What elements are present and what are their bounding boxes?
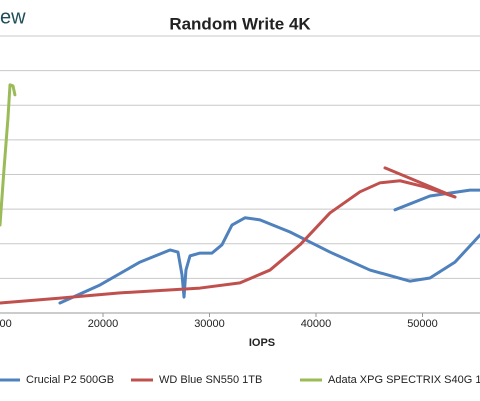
legend-label: Crucial P2 500GB [26,374,114,386]
chart-title: Random Write 4K [169,14,311,33]
legend-label: WD Blue SN550 1TB [159,374,262,386]
series-line [393,188,480,212]
x-tick-label: 20000 [88,318,119,330]
x-tick-label: 10000 [0,318,12,330]
series-line [383,166,457,199]
x-tick-label: 50000 [407,318,438,330]
x-axis-label: IOPS [249,337,275,349]
series-line [58,216,480,305]
x-tick-label: 30000 [194,318,225,330]
series-line [0,83,17,227]
logo: ew [0,6,26,28]
plot-area [0,83,480,305]
series-line [0,179,457,305]
x-tick-label: 40000 [301,318,332,330]
legend-label: Adata XPG SPECTRIX S40G 1 [328,374,480,386]
